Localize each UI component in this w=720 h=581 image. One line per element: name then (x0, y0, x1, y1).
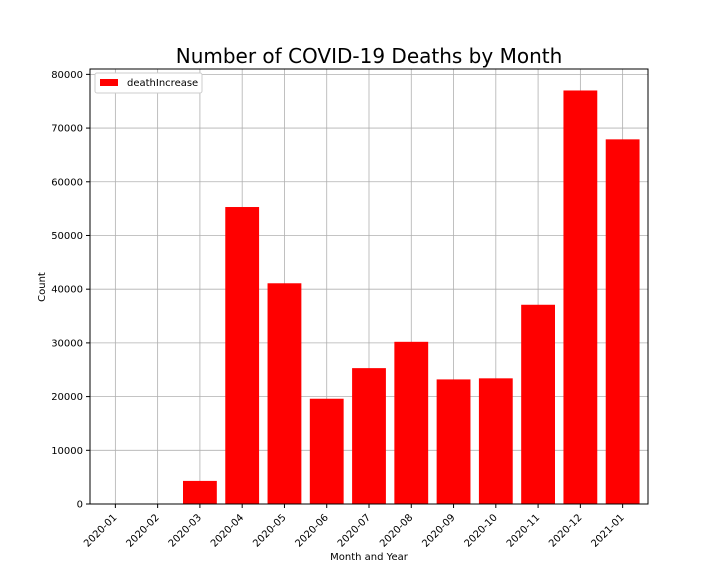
bar (521, 305, 555, 504)
bars (141, 90, 640, 504)
x-tick-label: 2020-08 (378, 512, 415, 549)
y-tick-label: 80000 (51, 70, 83, 81)
bar (268, 283, 302, 504)
bar (394, 342, 428, 504)
y-tick-label: 10000 (51, 446, 83, 457)
y-tick-label: 20000 (51, 392, 83, 403)
x-tick-label: 2020-02 (124, 512, 161, 549)
x-tick-label: 2020-07 (336, 512, 373, 549)
y-tick-label: 40000 (51, 285, 83, 296)
x-tick-label: 2020-01 (82, 512, 119, 549)
x-tick-label: 2020-10 (463, 512, 500, 549)
bar (437, 379, 471, 504)
legend-swatch (100, 79, 118, 86)
y-tick-label: 0 (77, 500, 83, 511)
y-tick-label: 70000 (51, 124, 83, 135)
x-axis-label: Month and Year (330, 552, 409, 563)
chart-title: Number of COVID-19 Deaths by Month (176, 44, 563, 68)
y-tick-label: 50000 (51, 231, 83, 242)
x-tick-label: 2021-01 (589, 512, 626, 549)
bar (606, 139, 640, 504)
x-tick-label: 2020-11 (505, 512, 542, 549)
x-tick-label: 2020-04 (209, 512, 246, 549)
bar (352, 368, 386, 504)
bar (225, 207, 259, 504)
x-tick-label: 2020-05 (251, 512, 288, 549)
x-tick-label: 2020-06 (294, 512, 331, 549)
bar (310, 399, 344, 504)
bar (563, 90, 597, 504)
legend: deathIncrease (95, 73, 202, 93)
x-tick-label: 2020-12 (547, 512, 584, 549)
x-tick-label: 2020-03 (167, 512, 204, 549)
y-axis-label: Count (37, 272, 48, 302)
bar (183, 481, 217, 504)
y-tick-label: 60000 (51, 177, 83, 188)
legend-label: deathIncrease (127, 78, 198, 89)
x-tick-label: 2020-09 (420, 512, 457, 549)
y-tick-label: 30000 (51, 338, 83, 349)
bar (479, 378, 513, 504)
